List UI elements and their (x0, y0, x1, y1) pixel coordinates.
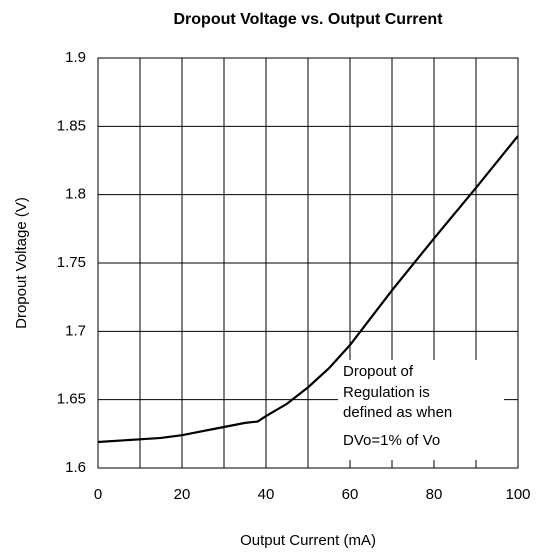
x-axis-label: Output Current (mA) (240, 532, 376, 549)
y-tick-label: 1.85 (57, 117, 86, 134)
plot-frame (97, 57, 519, 469)
data-line (97, 135, 519, 444)
annotation-box (338, 360, 504, 460)
x-tick-label: 40 (258, 486, 275, 503)
x-tick-label: 0 (94, 486, 102, 503)
chart-title: Dropout Voltage vs. Output Current (173, 11, 443, 28)
annotation: Regulation is (343, 384, 430, 401)
x-tick-label: 60 (342, 486, 359, 503)
y-tick-label: 1.7 (65, 322, 86, 339)
x-tick-label: 20 (174, 486, 191, 503)
y-tick-label: 1.65 (57, 391, 86, 408)
y-tick-label: 1.6 (65, 459, 86, 476)
annotation: DVo=1% of Vo (343, 432, 440, 449)
y-tick-label: 1.75 (57, 254, 86, 271)
annotation: defined as when (343, 404, 452, 421)
x-tick-label: 100 (505, 486, 530, 503)
x-tick-label: 80 (426, 486, 443, 503)
y-tick-label: 1.9 (65, 49, 86, 66)
annotation: Dropout of (343, 363, 414, 380)
y-tick-label: 1.8 (65, 186, 86, 203)
y-axis-label: Dropout Voltage (V) (13, 197, 30, 329)
